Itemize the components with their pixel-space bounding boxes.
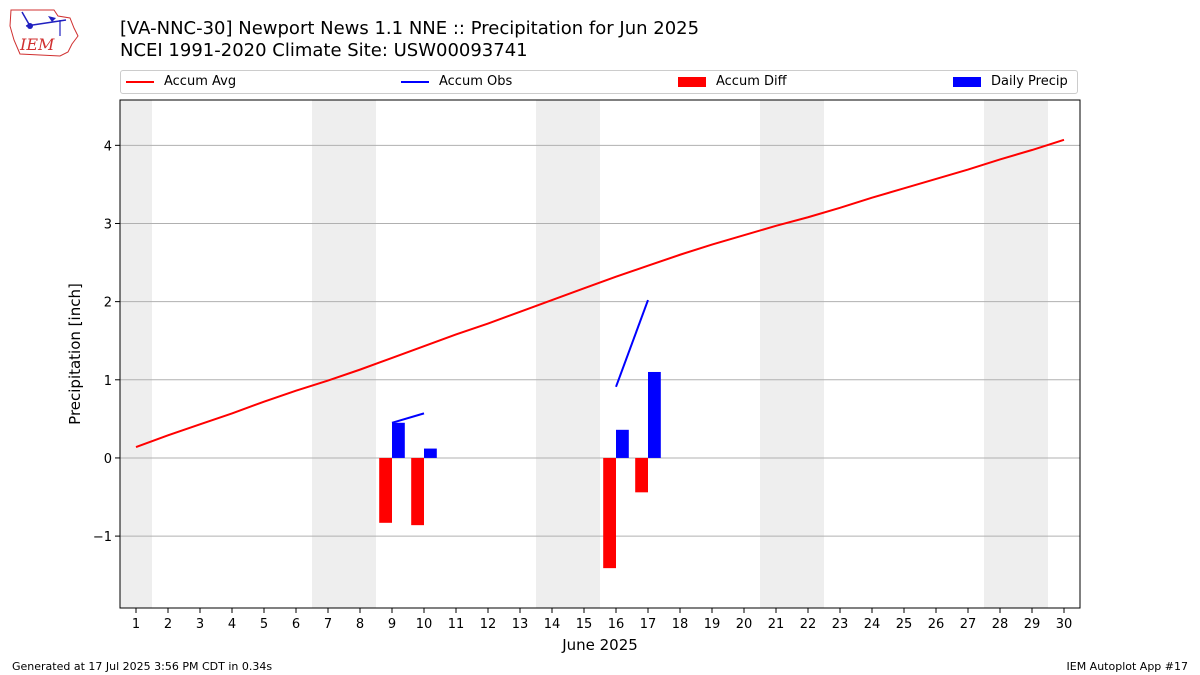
x-tick-label: 9: [388, 617, 396, 632]
x-tick-label: 7: [324, 617, 332, 632]
y-tick-label: 0: [104, 452, 112, 467]
legend: Accum Avg Accum Obs Accum Diff Daily Pre…: [120, 70, 1078, 94]
x-tick-label: 13: [512, 617, 529, 632]
x-tick-label: 16: [608, 617, 625, 632]
x-tick-label: 23: [832, 617, 849, 632]
x-tick-label: 20: [736, 617, 753, 632]
daily-precip-bar: [424, 448, 437, 458]
x-tick-label: 24: [864, 617, 881, 632]
x-tick-label: 17: [640, 617, 657, 632]
x-tick-label: 8: [356, 617, 364, 632]
x-tick-label: 28: [992, 617, 1009, 632]
accum-diff-bar: [379, 457, 392, 523]
daily-precip-bar: [616, 429, 629, 458]
legend-swatch-accum-diff: [678, 76, 706, 87]
chart-title: [VA-NNC-30] Newport News 1.1 NNE :: Prec…: [120, 18, 700, 39]
x-tick-label: 30: [1056, 617, 1073, 632]
legend-label-daily-precip: Daily Precip: [991, 74, 1068, 89]
accum-diff-bar: [411, 457, 424, 526]
x-tick-label: 19: [704, 617, 721, 632]
grid-lines: [120, 144, 1080, 537]
accum-diff-bar: [635, 457, 648, 493]
y-tick-label: 4: [104, 139, 112, 154]
accum-avg-line: [135, 138, 1065, 448]
accum-diff-bar: [603, 457, 616, 569]
accum-obs-line: [615, 299, 649, 388]
x-tick-label: 25: [896, 617, 913, 632]
y-axis-label: Precipitation [inch]: [66, 283, 84, 425]
plot-frame: [119, 99, 1081, 609]
x-tick-label: 29: [1024, 617, 1041, 632]
x-tick-label: 5: [260, 617, 268, 632]
legend-swatch-accum-obs: [401, 80, 429, 83]
x-tick-label: 10: [416, 617, 433, 632]
daily-precip-bar: [392, 422, 405, 458]
series-lines: [135, 138, 1065, 448]
iem-logo: IEM: [9, 9, 79, 57]
weekend-shading: [120, 100, 1048, 608]
y-tick-label: 2: [104, 296, 112, 311]
x-tick-label: 2: [164, 617, 172, 632]
x-tick-label: 6: [292, 617, 300, 632]
y-tick-label: 3: [104, 217, 112, 232]
weekend-band: [760, 100, 824, 608]
logo-text: IEM: [19, 35, 55, 54]
x-axis-label: June 2025: [561, 636, 638, 654]
legend-entry-accum-diff: Accum Diff: [678, 74, 787, 89]
y-tick-label: 1: [104, 374, 112, 389]
x-tick-label: 1: [132, 617, 140, 632]
weekend-band: [120, 100, 152, 608]
x-tick-label: 11: [448, 617, 465, 632]
x-tick-label: 27: [960, 617, 977, 632]
legend-swatch-daily-precip: [953, 76, 981, 87]
x-tick-label: 14: [544, 617, 561, 632]
generated-note: Generated at 17 Jul 2025 3:56 PM CDT in …: [12, 660, 273, 673]
bars: [379, 371, 661, 569]
weekend-band: [984, 100, 1048, 608]
x-tick-label: 18: [672, 617, 689, 632]
legend-label-accum-avg: Accum Avg: [164, 74, 237, 89]
legend-label-accum-obs: Accum Obs: [439, 74, 513, 89]
legend-entry-daily-precip: Daily Precip: [953, 74, 1068, 89]
x-tick-label: 15: [576, 617, 593, 632]
x-tick-label: 12: [480, 617, 497, 632]
weekend-band: [536, 100, 600, 608]
x-tick-label: 3: [196, 617, 204, 632]
accum-obs-line: [391, 412, 425, 424]
daily-precip-bar: [648, 371, 661, 458]
x-tick-label: 26: [928, 617, 945, 632]
legend-swatch-accum-avg: [126, 80, 154, 83]
legend-label-accum-diff: Accum Diff: [716, 74, 787, 89]
x-tick-label: 21: [768, 617, 785, 632]
legend-entry-accum-avg: Accum Avg: [126, 74, 236, 89]
x-tick-label: 22: [800, 617, 817, 632]
x-tick-label: 4: [228, 617, 236, 632]
y-tick-label: −1: [93, 530, 112, 545]
chart-subtitle: NCEI 1991-2020 Climate Site: USW00093741: [120, 40, 528, 61]
app-note: IEM Autoplot App #17: [1066, 660, 1189, 673]
legend-entry-accum-obs: Accum Obs: [401, 74, 512, 89]
weekend-band: [312, 100, 376, 608]
